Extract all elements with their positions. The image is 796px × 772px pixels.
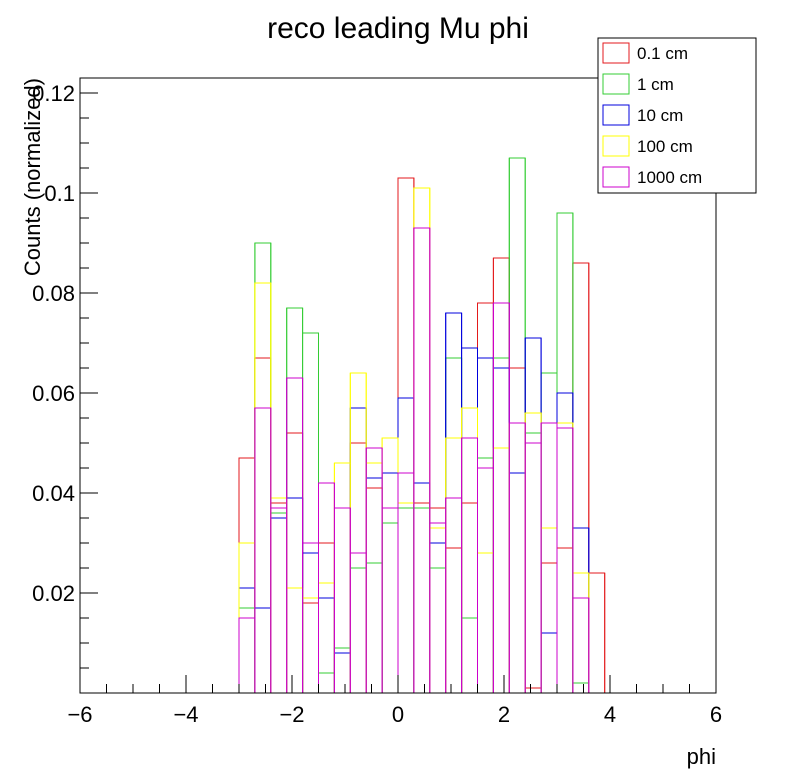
y-tick-label: 0.02	[32, 581, 75, 606]
legend-label: 10 cm	[637, 106, 683, 125]
legend-swatch	[602, 73, 630, 95]
y-tick-label: 0.06	[32, 381, 75, 406]
legend-swatch	[602, 166, 630, 188]
legend-swatch	[602, 42, 630, 64]
legend-swatch	[602, 104, 630, 126]
y-tick-label: 0.1	[44, 181, 75, 206]
y-axis-label: Counts (normalized)	[20, 78, 45, 276]
x-tick-label: 2	[498, 702, 510, 727]
y-tick-label: 0.08	[32, 281, 75, 306]
series-group	[80, 157, 716, 694]
x-axis-label: phi	[687, 744, 716, 769]
x-axis: −6 −4 −2 0 2 4 6	[67, 675, 722, 727]
x-tick-label: 0	[392, 702, 404, 727]
x-tick-label: −6	[67, 702, 92, 727]
y-axis: 0.02 0.04 0.06 0.08 0.1 0.12	[32, 81, 98, 669]
legend: 0.1 cm 1 cm 10 cm 100 cm 1000 cm	[597, 37, 757, 194]
legend-swatch	[602, 135, 630, 157]
x-tick-label: 4	[604, 702, 616, 727]
y-tick-label: 0.12	[32, 81, 75, 106]
x-tick-label: 6	[710, 702, 722, 727]
y-tick-label: 0.04	[32, 481, 75, 506]
x-tick-label: −2	[279, 702, 304, 727]
legend-label: 1000 cm	[637, 168, 702, 187]
legend-label: 100 cm	[637, 137, 693, 156]
chart-title: reco leading Mu phi	[267, 12, 529, 45]
legend-label: 1 cm	[637, 75, 674, 94]
legend-label: 0.1 cm	[637, 44, 688, 63]
x-tick-label: −4	[173, 702, 198, 727]
